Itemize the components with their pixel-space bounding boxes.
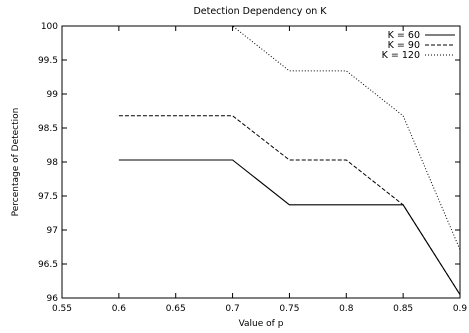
series-line-2 (118, 115, 460, 295)
y-tick-label: 96.5 (38, 260, 58, 270)
x-tick-label: 0.7 (225, 304, 239, 314)
series-layer (118, 26, 460, 295)
series-line-1 (118, 159, 460, 295)
y-axis: 96 96.5 97 97.5 98 98.5 99 99.5 100 (38, 22, 460, 304)
y-tick-label: 98 (47, 158, 59, 168)
x-tick-label: 0.85 (393, 304, 413, 314)
y-tick-label: 100 (41, 22, 58, 32)
y-axis-label: Percentage of Detection (11, 108, 21, 217)
x-tick-label: 0.65 (166, 304, 186, 314)
y-tick-label: 99 (47, 90, 59, 100)
x-tick-label: 0.8 (339, 304, 354, 314)
legend-label-3: K = 120 (382, 50, 420, 61)
x-axis: 0.55 0.6 0.65 0.7 0.75 0.8 0.85 0.9 (52, 26, 467, 314)
y-tick-label: 97.5 (38, 192, 58, 202)
y-tick-label: 96 (47, 294, 59, 304)
plot-area-frame (61, 25, 461, 299)
chart-title: Detection Dependency on K (193, 6, 327, 17)
x-tick-label: 0.9 (453, 304, 468, 314)
y-tick-label: 98.5 (38, 124, 58, 134)
x-tick-label: 0.6 (112, 304, 127, 314)
y-tick-label: 99.5 (38, 56, 58, 66)
legend: K = 60K = 90K = 120 (382, 30, 455, 61)
x-tick-label: 0.55 (52, 304, 72, 314)
legend-label-1: K = 60 (388, 30, 420, 41)
legend-label-2: K = 90 (388, 40, 420, 51)
x-axis-label: Value of p (239, 319, 284, 329)
x-tick-label: 0.75 (279, 304, 299, 314)
y-tick-label: 97 (47, 226, 58, 236)
series-line-3 (231, 26, 460, 250)
